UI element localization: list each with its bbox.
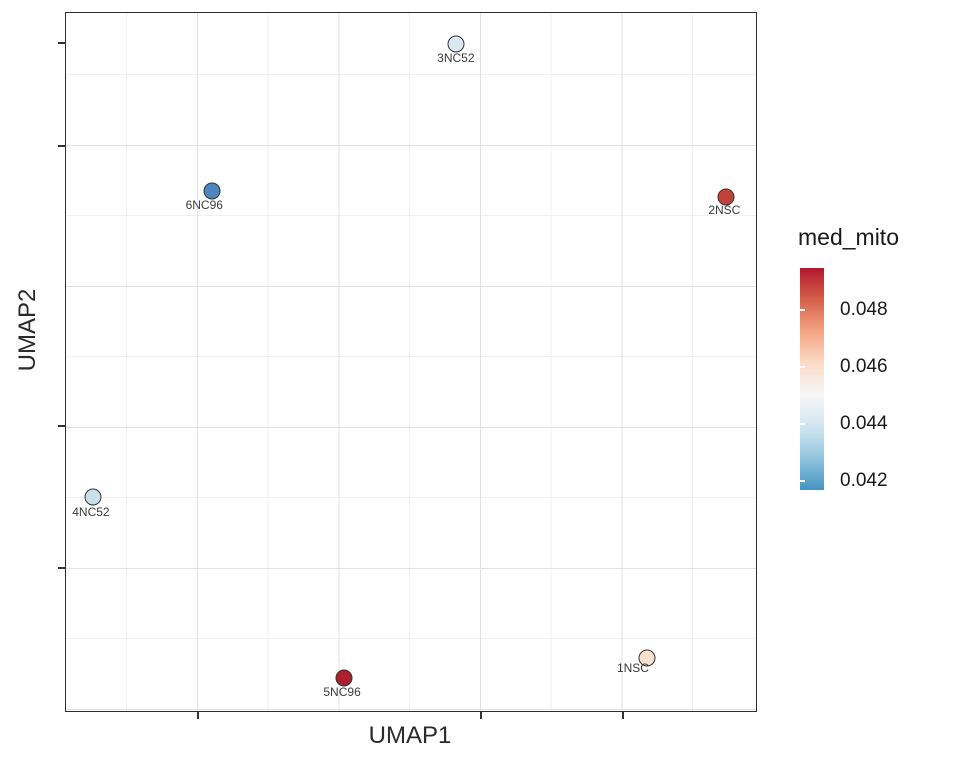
legend-tick-label: 0.042 <box>840 469 888 491</box>
legend-tick-label: 0.044 <box>840 413 888 435</box>
data-point-4NC52 <box>84 488 102 506</box>
data-point-3NC52 <box>447 35 465 53</box>
data-point-2NSC <box>717 188 735 206</box>
legend-tick-label: 0.048 <box>840 298 888 320</box>
colorbar-tick <box>800 479 805 482</box>
y-axis-tick <box>58 145 66 148</box>
data-point-label: 4NC52 <box>72 504 110 519</box>
y-axis-tick <box>58 566 66 569</box>
legend-colorbar <box>800 268 824 490</box>
data-point-6NC96 <box>203 182 221 200</box>
data-point-label: 5NC96 <box>323 685 361 700</box>
data-point-label: 2NSC <box>708 203 741 218</box>
x-axis-tick <box>479 711 482 719</box>
x-axis-tick <box>196 711 199 719</box>
data-point-label: 1NSC <box>616 660 649 675</box>
plot-panel: 3NC52 6NC96 2NSC 4NC52 5NC96 1NSC <box>58 12 757 719</box>
data-point-1NSC <box>638 649 656 667</box>
colorbar-tick <box>800 308 805 311</box>
data-point-5NC96 <box>335 669 353 687</box>
data-point-label: 6NC96 <box>185 197 223 212</box>
x-axis-tick <box>621 711 624 719</box>
legend-title: med_mito <box>798 224 899 250</box>
data-point-label: 3NC52 <box>437 50 475 65</box>
x-axis-title: UMAP1 <box>368 722 452 749</box>
colorbar-tick <box>800 366 805 368</box>
y-axis-tick <box>58 42 66 44</box>
colorbar-tick <box>800 423 805 426</box>
legend-tick-label: 0.046 <box>840 356 888 377</box>
y-axis-tick <box>58 425 66 428</box>
y-axis-title: UMAP2 <box>14 288 41 372</box>
